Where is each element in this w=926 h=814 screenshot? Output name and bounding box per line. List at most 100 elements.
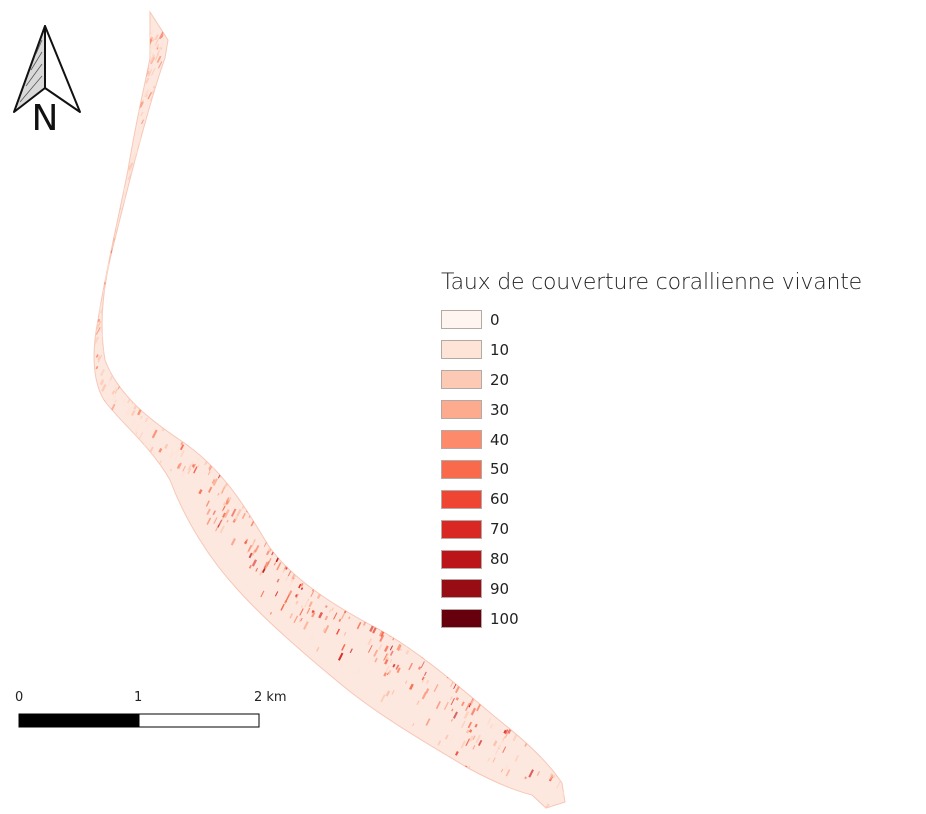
coral-cover-mark <box>110 338 116 347</box>
coral-cover-mark <box>213 517 218 525</box>
coral-cover-mark <box>154 43 159 51</box>
coral-cover-mark <box>368 611 372 615</box>
legend-item: 40 <box>441 425 862 455</box>
coral-cover-mark <box>248 552 253 559</box>
coral-cover-mark <box>288 556 292 561</box>
coral-cover-mark <box>111 210 116 217</box>
coral-cover-mark <box>405 680 408 684</box>
coral-cover-mark <box>472 745 476 750</box>
coral-cover-mark <box>114 285 119 294</box>
coral-cover-mark <box>147 68 153 77</box>
coral-cover-mark <box>191 464 195 468</box>
coral-cover-mark <box>104 242 108 246</box>
coral-cover-mark <box>121 362 125 367</box>
coral-cover-mark <box>298 618 303 623</box>
coral-cover-mark <box>97 318 101 323</box>
coral-cover-mark <box>337 652 344 661</box>
coral-cover-mark <box>99 263 104 269</box>
coral-cover-mark <box>230 538 236 546</box>
coral-cover-mark <box>139 81 143 87</box>
coral-cover-mark <box>559 722 564 729</box>
coral-cover-mark <box>147 134 153 143</box>
coral-cover-mark <box>259 507 263 512</box>
coral-cover-mark <box>115 317 120 323</box>
coral-cover-mark <box>202 441 207 448</box>
coral-cover-mark <box>139 144 142 148</box>
coral-cover-mark <box>281 548 285 554</box>
coral-cover-mark <box>112 322 118 331</box>
coral-cover-mark <box>111 288 115 292</box>
coral-cover-mark <box>88 340 92 347</box>
coral-cover-mark <box>323 625 330 634</box>
coral-cover-mark <box>220 469 226 478</box>
coral-cover-mark <box>207 486 213 493</box>
coral-cover-mark <box>363 593 368 600</box>
coral-cover-mark <box>514 727 518 732</box>
legend-item: 0 <box>441 305 862 335</box>
coral-cover-mark <box>258 559 262 565</box>
coral-cover-mark <box>206 508 211 516</box>
legend-item: 90 <box>441 574 862 604</box>
coral-cover-mark <box>151 38 155 42</box>
coral-cover-mark <box>116 324 122 333</box>
coral-cover-mark <box>117 268 123 278</box>
coral-cover-mark <box>202 470 205 475</box>
coral-cover-mark <box>451 661 455 666</box>
coral-cover-mark <box>145 94 149 98</box>
coral-cover-mark <box>133 369 139 377</box>
coral-cover-mark <box>128 238 132 243</box>
coral-cover-mark <box>144 417 149 423</box>
coral-cover-mark <box>284 594 291 603</box>
coral-cover-mark <box>129 363 134 369</box>
coral-cover-mark <box>324 605 328 609</box>
coral-cover-mark <box>118 361 124 371</box>
coral-cover-mark <box>470 687 474 691</box>
coral-cover-mark <box>425 620 430 624</box>
coral-cover-mark <box>113 251 118 257</box>
coral-cover-mark <box>504 713 509 722</box>
coral-cover-mark <box>207 472 211 478</box>
coral-cover-mark <box>139 99 144 109</box>
coral-cover-mark <box>196 443 199 446</box>
coral-cover-mark <box>273 562 277 566</box>
coral-cover-mark <box>121 364 126 371</box>
coral-cover-mark <box>241 512 246 520</box>
coral-cover-mark <box>179 444 185 451</box>
legend-label: 30 <box>490 400 510 419</box>
coral-cover-mark <box>99 378 105 385</box>
coral-cover-mark <box>84 356 86 361</box>
coral-cover-mark <box>274 548 278 553</box>
coral-cover-mark <box>383 672 387 677</box>
coral-cover-mark <box>449 696 453 701</box>
legend-label: 60 <box>490 490 510 509</box>
coral-cover-mark <box>110 266 115 274</box>
coral-cover-mark <box>122 360 126 364</box>
coral-cover-mark <box>114 399 117 404</box>
coral-cover-mark <box>288 590 293 595</box>
coral-cover-mark <box>127 201 133 209</box>
coral-cover-mark <box>123 378 128 384</box>
coral-cover-mark <box>353 580 358 586</box>
coral-cover-mark <box>264 498 270 506</box>
coral-cover-mark <box>101 266 105 272</box>
coral-cover-mark <box>353 604 358 612</box>
coral-cover-mark <box>152 44 156 50</box>
coral-cover-mark <box>541 717 546 723</box>
coral-cover-mark <box>121 171 125 176</box>
coral-cover-mark <box>238 488 243 497</box>
coral-cover-mark <box>113 347 118 355</box>
coral-cover-mark <box>130 118 135 125</box>
coral-cover-mark <box>449 666 454 673</box>
coral-cover-mark <box>109 260 114 268</box>
coral-cover-mark <box>149 54 156 63</box>
coral-cover-mark <box>502 746 507 754</box>
coral-cover-mark <box>180 450 185 458</box>
coral-cover-mark <box>104 295 110 303</box>
coral-cover-mark <box>288 558 293 566</box>
coral-cover-mark <box>322 627 326 633</box>
coral-cover-mark <box>148 443 152 447</box>
coral-cover-mark <box>145 133 151 141</box>
coral-cover-mark <box>300 617 303 622</box>
coral-cover-mark <box>112 275 117 281</box>
coral-cover-mark <box>266 550 270 556</box>
